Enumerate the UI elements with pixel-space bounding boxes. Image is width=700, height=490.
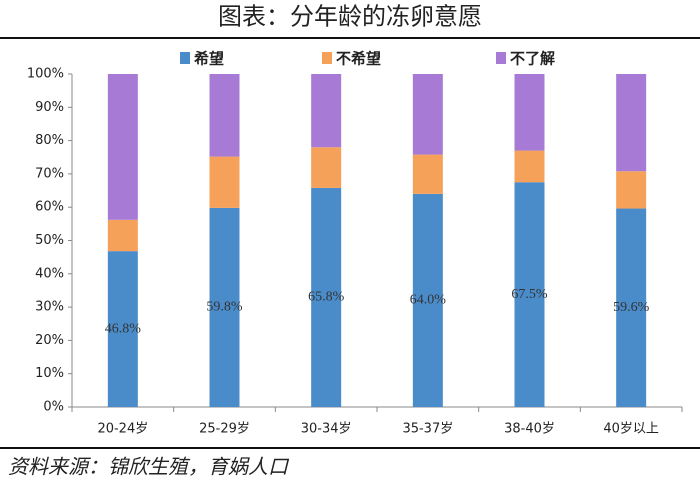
bar-segment (514, 74, 545, 151)
bar-segment (412, 74, 443, 155)
y-tick-label: 90% (35, 100, 64, 115)
legend-label: 不了解 (510, 50, 555, 68)
legend-swatch (322, 52, 332, 64)
y-tick-label: 70% (35, 166, 64, 181)
bar-segment (209, 156, 240, 208)
y-tick-label: 100% (27, 67, 64, 82)
bar-segment (412, 193, 443, 407)
value-label: 64.0% (410, 293, 447, 308)
legend-label: 不希望 (336, 50, 381, 68)
y-tick-label: 50% (35, 233, 64, 248)
x-tick-label: 35-37岁 (402, 422, 453, 437)
bar-segment (107, 219, 138, 252)
bar-segment (616, 171, 647, 209)
bar-segment (514, 150, 545, 183)
value-label: 67.5% (511, 287, 548, 302)
y-tick-label: 40% (35, 266, 64, 281)
value-label: 65.8% (308, 290, 345, 305)
bar-segment (107, 74, 138, 220)
y-tick-label: 30% (35, 300, 64, 315)
legend-label: 希望 (194, 50, 224, 68)
legend-swatch (180, 52, 190, 64)
x-tick-label: 30-34岁 (301, 422, 352, 437)
value-label: 59.6% (613, 300, 650, 315)
y-tick-label: 10% (35, 366, 64, 381)
bar-segment (616, 208, 647, 407)
bar-segment (514, 182, 545, 407)
bar-segment (311, 187, 342, 407)
source: 资料来源：锦欣生殖，育娲人口 (8, 455, 290, 479)
x-tick-label: 40岁以上 (603, 422, 659, 437)
bar-segment (616, 74, 647, 172)
x-tick-label: 38-40岁 (504, 422, 555, 437)
value-label: 59.8% (206, 300, 243, 315)
value-label: 46.8% (105, 321, 142, 336)
bar-segment (107, 251, 138, 407)
bar-segment (311, 147, 342, 188)
y-tick-label: 80% (35, 133, 64, 148)
bar-segment (209, 207, 240, 407)
x-tick-label: 20-24岁 (97, 422, 148, 437)
bar-segment (311, 74, 342, 148)
bar-segment (209, 74, 240, 157)
y-tick-label: 0% (43, 400, 64, 415)
chart-title: 图表：分年龄的冻卵意愿 (218, 3, 482, 31)
y-tick-label: 60% (35, 200, 64, 215)
y-tick-label: 20% (35, 333, 64, 348)
x-tick-label: 25-29岁 (199, 422, 250, 437)
bar-segment (412, 154, 443, 194)
legend-swatch (496, 52, 506, 64)
